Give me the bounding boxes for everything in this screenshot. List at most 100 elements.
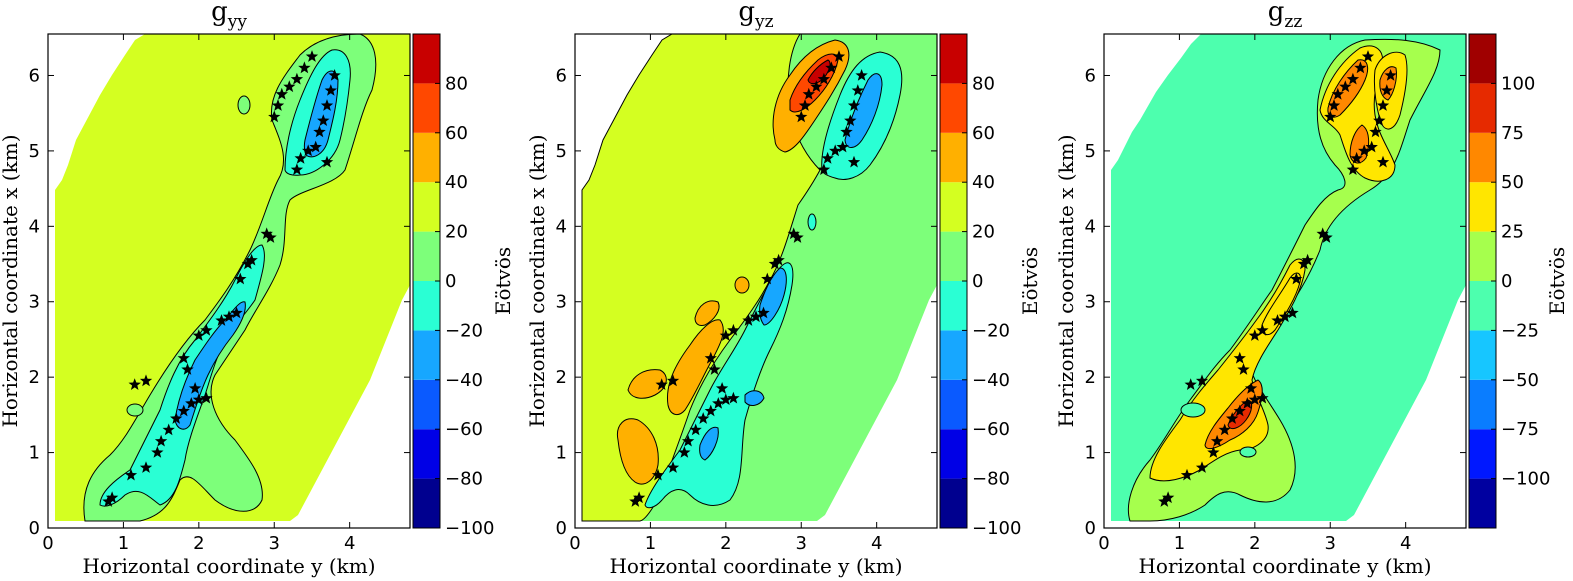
colorbar-segment [940,281,967,331]
colorbar-segment [413,429,440,479]
station-star [170,412,183,424]
station-star [230,306,243,319]
station-star [177,351,190,364]
y-tick-label: 1 [29,443,40,464]
station-star [320,155,334,168]
station-star [1301,253,1314,266]
station-star [1207,446,1220,458]
x-tick-label: 0 [569,533,580,554]
plot-frame [1103,33,1467,529]
station-star [795,110,808,123]
colorbar-segment [940,478,967,528]
colorbar-label: Eötvös [1545,247,1569,315]
station-star [742,314,755,326]
colorbar-segment [413,281,440,331]
colorbar-segment [940,34,967,84]
colorbar-segment [1469,281,1496,331]
colorbar-tick-label: −100 [1501,469,1550,490]
contour-yz-pos-west3 [627,369,667,399]
colorbar-tick-label: 50 [1501,172,1524,193]
y-tick-label: 6 [556,65,567,86]
x-tick-label: 0 [42,533,53,554]
station-star [840,125,853,138]
x-tick-label: 3 [269,533,280,554]
station-star [1384,69,1397,81]
station-star [324,84,337,96]
small-contour-patch [237,95,251,115]
colorbar-segment [940,330,967,380]
contour-level--40-to--20 [99,244,265,507]
y-tick-label: 5 [556,141,567,162]
station-star [1361,50,1375,62]
station-star [1376,155,1390,168]
contour-level--60-to--40 [174,301,246,430]
station-star [1226,412,1239,424]
colorbar-segment [413,379,440,430]
colorbar-segment [940,83,967,133]
station-star [271,99,285,111]
contour-yz-small [734,276,750,294]
station-star [309,140,322,153]
colorbar-segment [940,132,967,183]
station-star [139,461,153,473]
y-tick-label: 1 [1085,443,1096,464]
field-left-positive [581,34,821,522]
station-star [1161,491,1175,504]
station-star [855,69,868,81]
station-star [708,363,721,375]
colorbar-label: Eötvös [1018,247,1042,315]
station-star [1233,351,1246,364]
station-star [200,323,213,336]
station-star [704,404,717,417]
y-tick-label: 0 [556,518,567,539]
station-star [681,434,695,447]
station-star [222,310,236,323]
station-star [666,374,680,387]
colorbar-tick-label: 75 [1501,123,1524,144]
station-star [829,144,842,157]
colorbar-tick-label: 20 [445,222,468,243]
station-star [260,227,273,240]
station-star [1346,72,1360,85]
station-star [1271,314,1284,326]
station-star [1380,84,1393,96]
contour-zz-ring2-mid [1261,272,1301,336]
station-markers [102,50,341,507]
colorbar-tick-label: 25 [1501,222,1524,243]
station-star [761,272,774,285]
y-tick-label: 3 [1085,292,1096,313]
station-star [1256,391,1269,404]
station-star [1256,323,1269,336]
colorbar-segment [1469,132,1496,183]
contour-zz-small [1239,446,1257,458]
colorbar-segment [1469,330,1496,380]
station-star [704,351,717,364]
colorbar-segment [413,83,440,133]
station-star [655,378,668,390]
station-star [1324,110,1337,123]
y-axis-label: Horizontal coordinate x (km) [1054,134,1078,427]
y-tick-label: 0 [29,518,40,539]
station-star [847,99,861,111]
colorbar-tick-label: 40 [445,172,468,193]
station-star [1369,125,1382,138]
station-star [825,61,838,74]
station-star [1158,495,1171,507]
station-star [298,61,311,74]
y-tick-label: 6 [29,65,40,86]
station-star [1346,163,1360,175]
station-star [1233,404,1246,417]
station-star [1290,272,1303,285]
station-star [177,404,190,417]
y-tick-label: 2 [1085,367,1096,388]
y-tick-label: 0 [1085,518,1096,539]
colorbar-segment [413,231,440,281]
station-star [1184,378,1197,390]
colorbar-segment [940,429,967,479]
colorbar: 80 60 40 20 0 −20 −40 −60 −80 −100 [939,33,1021,539]
colorbar-tick-label: −100 [445,518,494,539]
colorbar-segment [940,231,967,281]
contour-yz-neg2-north [844,73,883,148]
small-contour-patch [126,403,144,417]
